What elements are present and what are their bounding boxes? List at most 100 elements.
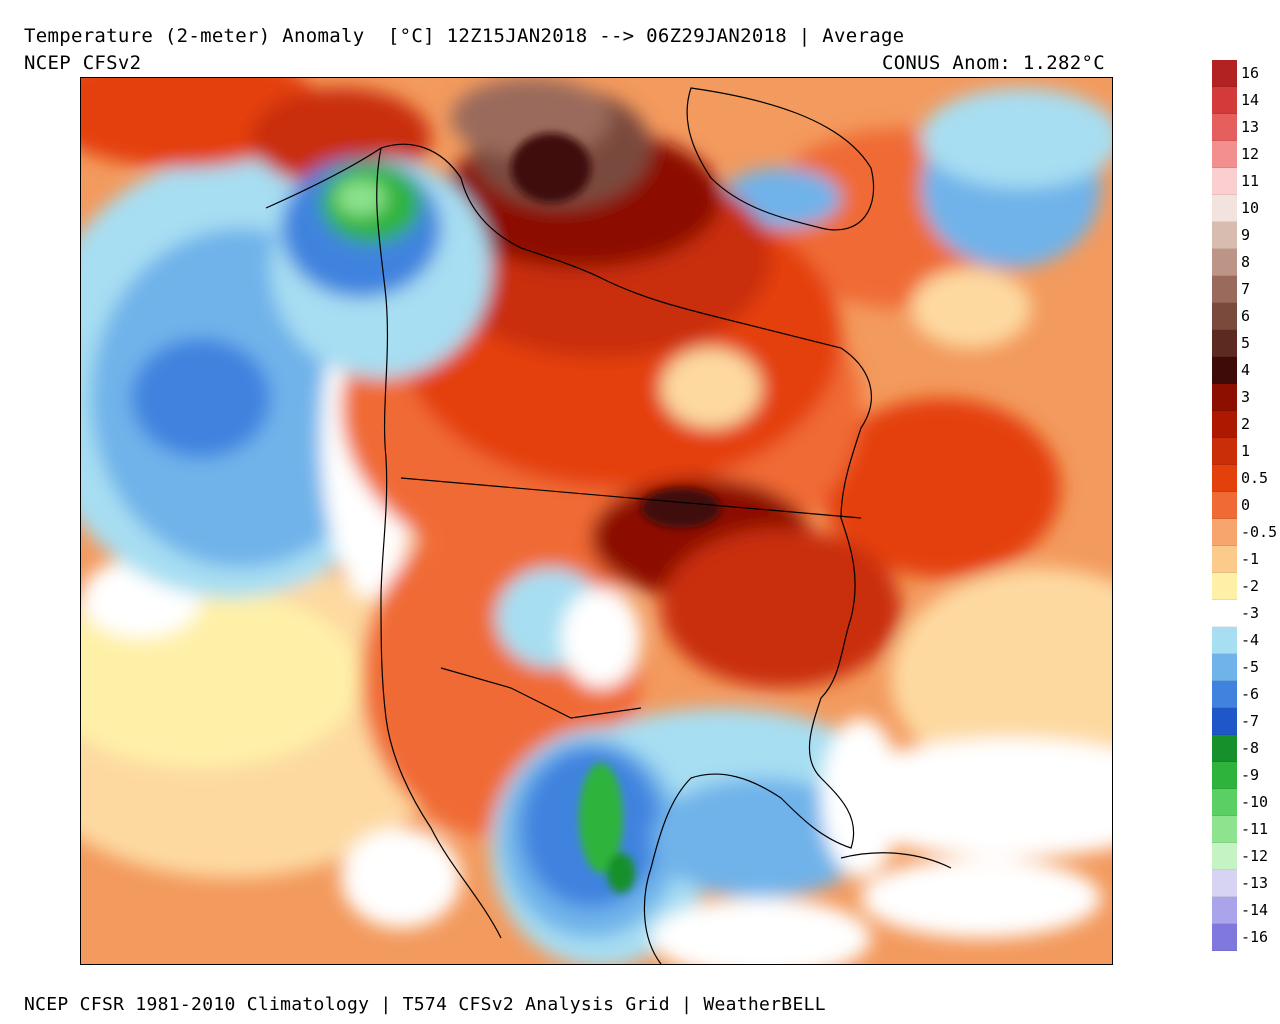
atlantic-pale-band xyxy=(891,568,1112,788)
color-scale-label: 2 xyxy=(1241,415,1251,433)
color-scale-level: 16 xyxy=(1210,60,1280,87)
color-scale-label: -13 xyxy=(1241,874,1269,892)
alaska-light-green xyxy=(336,180,386,216)
color-scale-swatch xyxy=(1212,654,1237,681)
color-scale-level: -3 xyxy=(1210,600,1280,627)
footer-credits: NCEP CFSR 1981-2010 Climatology | T574 C… xyxy=(24,994,826,1015)
color-scale-label: -6 xyxy=(1241,685,1260,703)
color-scale-label: 3 xyxy=(1241,388,1251,406)
anomaly-fields xyxy=(81,78,1112,964)
color-scale-level: 4 xyxy=(1210,357,1280,384)
color-scale-level: 8 xyxy=(1210,249,1280,276)
north-america-coastline xyxy=(265,143,872,964)
color-scale-swatch xyxy=(1212,519,1237,546)
color-scale-level: 2 xyxy=(1210,411,1280,438)
central-america-white xyxy=(651,898,871,964)
color-scale-level: -1 xyxy=(1210,546,1280,573)
color-scale-swatch xyxy=(1212,465,1237,492)
plains-white xyxy=(561,588,641,688)
color-scale-level: -2 xyxy=(1210,573,1280,600)
hudson-bay-pale xyxy=(661,348,761,428)
color-scale-swatch xyxy=(1212,357,1237,384)
color-scale-swatch xyxy=(1212,249,1237,276)
color-scale-label: 0 xyxy=(1241,496,1251,514)
color-scale-swatch xyxy=(1212,546,1237,573)
color-scale-level: 6 xyxy=(1210,303,1280,330)
color-scale-swatch xyxy=(1212,114,1237,141)
atlantic-white-south xyxy=(831,738,1112,858)
color-scale-swatch xyxy=(1212,303,1237,330)
color-scale-label: -9 xyxy=(1241,766,1260,784)
color-scale-swatch xyxy=(1212,276,1237,303)
color-scale-label: 7 xyxy=(1241,280,1251,298)
pacific-coastline xyxy=(376,147,502,939)
anomaly-map-graphic xyxy=(81,78,1112,964)
color-scale-label: -2 xyxy=(1241,577,1260,595)
color-scale-level: -0.5 xyxy=(1210,519,1280,546)
color-scale-label: 5 xyxy=(1241,334,1251,352)
color-scale-label: 13 xyxy=(1241,118,1260,136)
color-scale-level: 10 xyxy=(1210,195,1280,222)
color-scale-swatch xyxy=(1212,87,1237,114)
color-scale-legend: 16 14 13 12 11 10 9 8 7 6 5 4 3 2 1 0.5 0 -0.5 -1 -2 -3 -4 -5 -… xyxy=(1210,60,1280,965)
color-scale-label: 4 xyxy=(1241,361,1251,379)
color-scale-level: -13 xyxy=(1210,870,1280,897)
color-scale-level: 14 xyxy=(1210,87,1280,114)
color-scale-level: 13 xyxy=(1210,114,1280,141)
cuba-outline xyxy=(840,852,952,869)
color-scale-level: 1 xyxy=(1210,438,1280,465)
color-scale-level: -16 xyxy=(1210,924,1280,951)
color-scale-label: -8 xyxy=(1241,739,1260,757)
color-scale-label: 12 xyxy=(1241,145,1260,163)
color-scale-level: -14 xyxy=(1210,897,1280,924)
color-scale-swatch xyxy=(1212,168,1237,195)
color-scale-swatch xyxy=(1212,492,1237,519)
color-scale-level: -6 xyxy=(1210,681,1280,708)
anomaly-highlights xyxy=(511,133,721,893)
color-scale-swatch xyxy=(1212,600,1237,627)
color-scale-swatch xyxy=(1212,735,1237,762)
color-scale-level: -11 xyxy=(1210,816,1280,843)
color-scale-swatch xyxy=(1212,870,1237,897)
color-scale-label: -5 xyxy=(1241,658,1260,676)
color-scale-label: 1 xyxy=(1241,442,1251,460)
color-scale-label: -12 xyxy=(1241,847,1269,865)
conus-anomaly-value: CONUS Anom: 1.282°C xyxy=(881,52,1105,74)
color-scale-swatch xyxy=(1212,141,1237,168)
color-scale-label: 11 xyxy=(1241,172,1260,190)
us-northeast-red xyxy=(661,528,901,688)
color-scale-label: 14 xyxy=(1241,91,1260,109)
caribbean-white xyxy=(861,858,1101,938)
color-scale-level: 7 xyxy=(1210,276,1280,303)
color-scale-level: 12 xyxy=(1210,141,1280,168)
color-scale-level: -4 xyxy=(1210,627,1280,654)
color-scale-swatch xyxy=(1212,195,1237,222)
color-scale-swatch xyxy=(1212,762,1237,789)
color-scale-level: 9 xyxy=(1210,222,1280,249)
color-scale-swatch xyxy=(1212,330,1237,357)
color-scale-label: -7 xyxy=(1241,712,1260,730)
anomaly-map xyxy=(80,77,1113,965)
north-atlantic-light-blue xyxy=(921,88,1112,188)
color-scale-swatch xyxy=(1212,411,1237,438)
color-scale-label: -3 xyxy=(1241,604,1260,622)
color-scale-label: 0.5 xyxy=(1241,469,1269,487)
color-scale-level: 3 xyxy=(1210,384,1280,411)
color-scale-swatch xyxy=(1212,222,1237,249)
mexico-green-core xyxy=(579,763,623,873)
color-scale-swatch xyxy=(1212,816,1237,843)
color-scale-swatch xyxy=(1212,897,1237,924)
color-scale-swatch xyxy=(1212,438,1237,465)
mexico-green-bottom xyxy=(607,853,635,893)
color-scale-label: -1 xyxy=(1241,550,1260,568)
great-lakes-maroon xyxy=(641,488,721,528)
coastlines-and-borders xyxy=(265,87,952,964)
labrador-sea-pale xyxy=(911,268,1031,348)
color-scale-swatch xyxy=(1212,60,1237,87)
baja-white xyxy=(341,828,461,928)
greenland-outline xyxy=(686,87,875,231)
color-scale-label: 9 xyxy=(1241,226,1251,244)
color-scale-label: -4 xyxy=(1241,631,1260,649)
color-scale-level: 0.5 xyxy=(1210,465,1280,492)
color-scale-swatch xyxy=(1212,627,1237,654)
